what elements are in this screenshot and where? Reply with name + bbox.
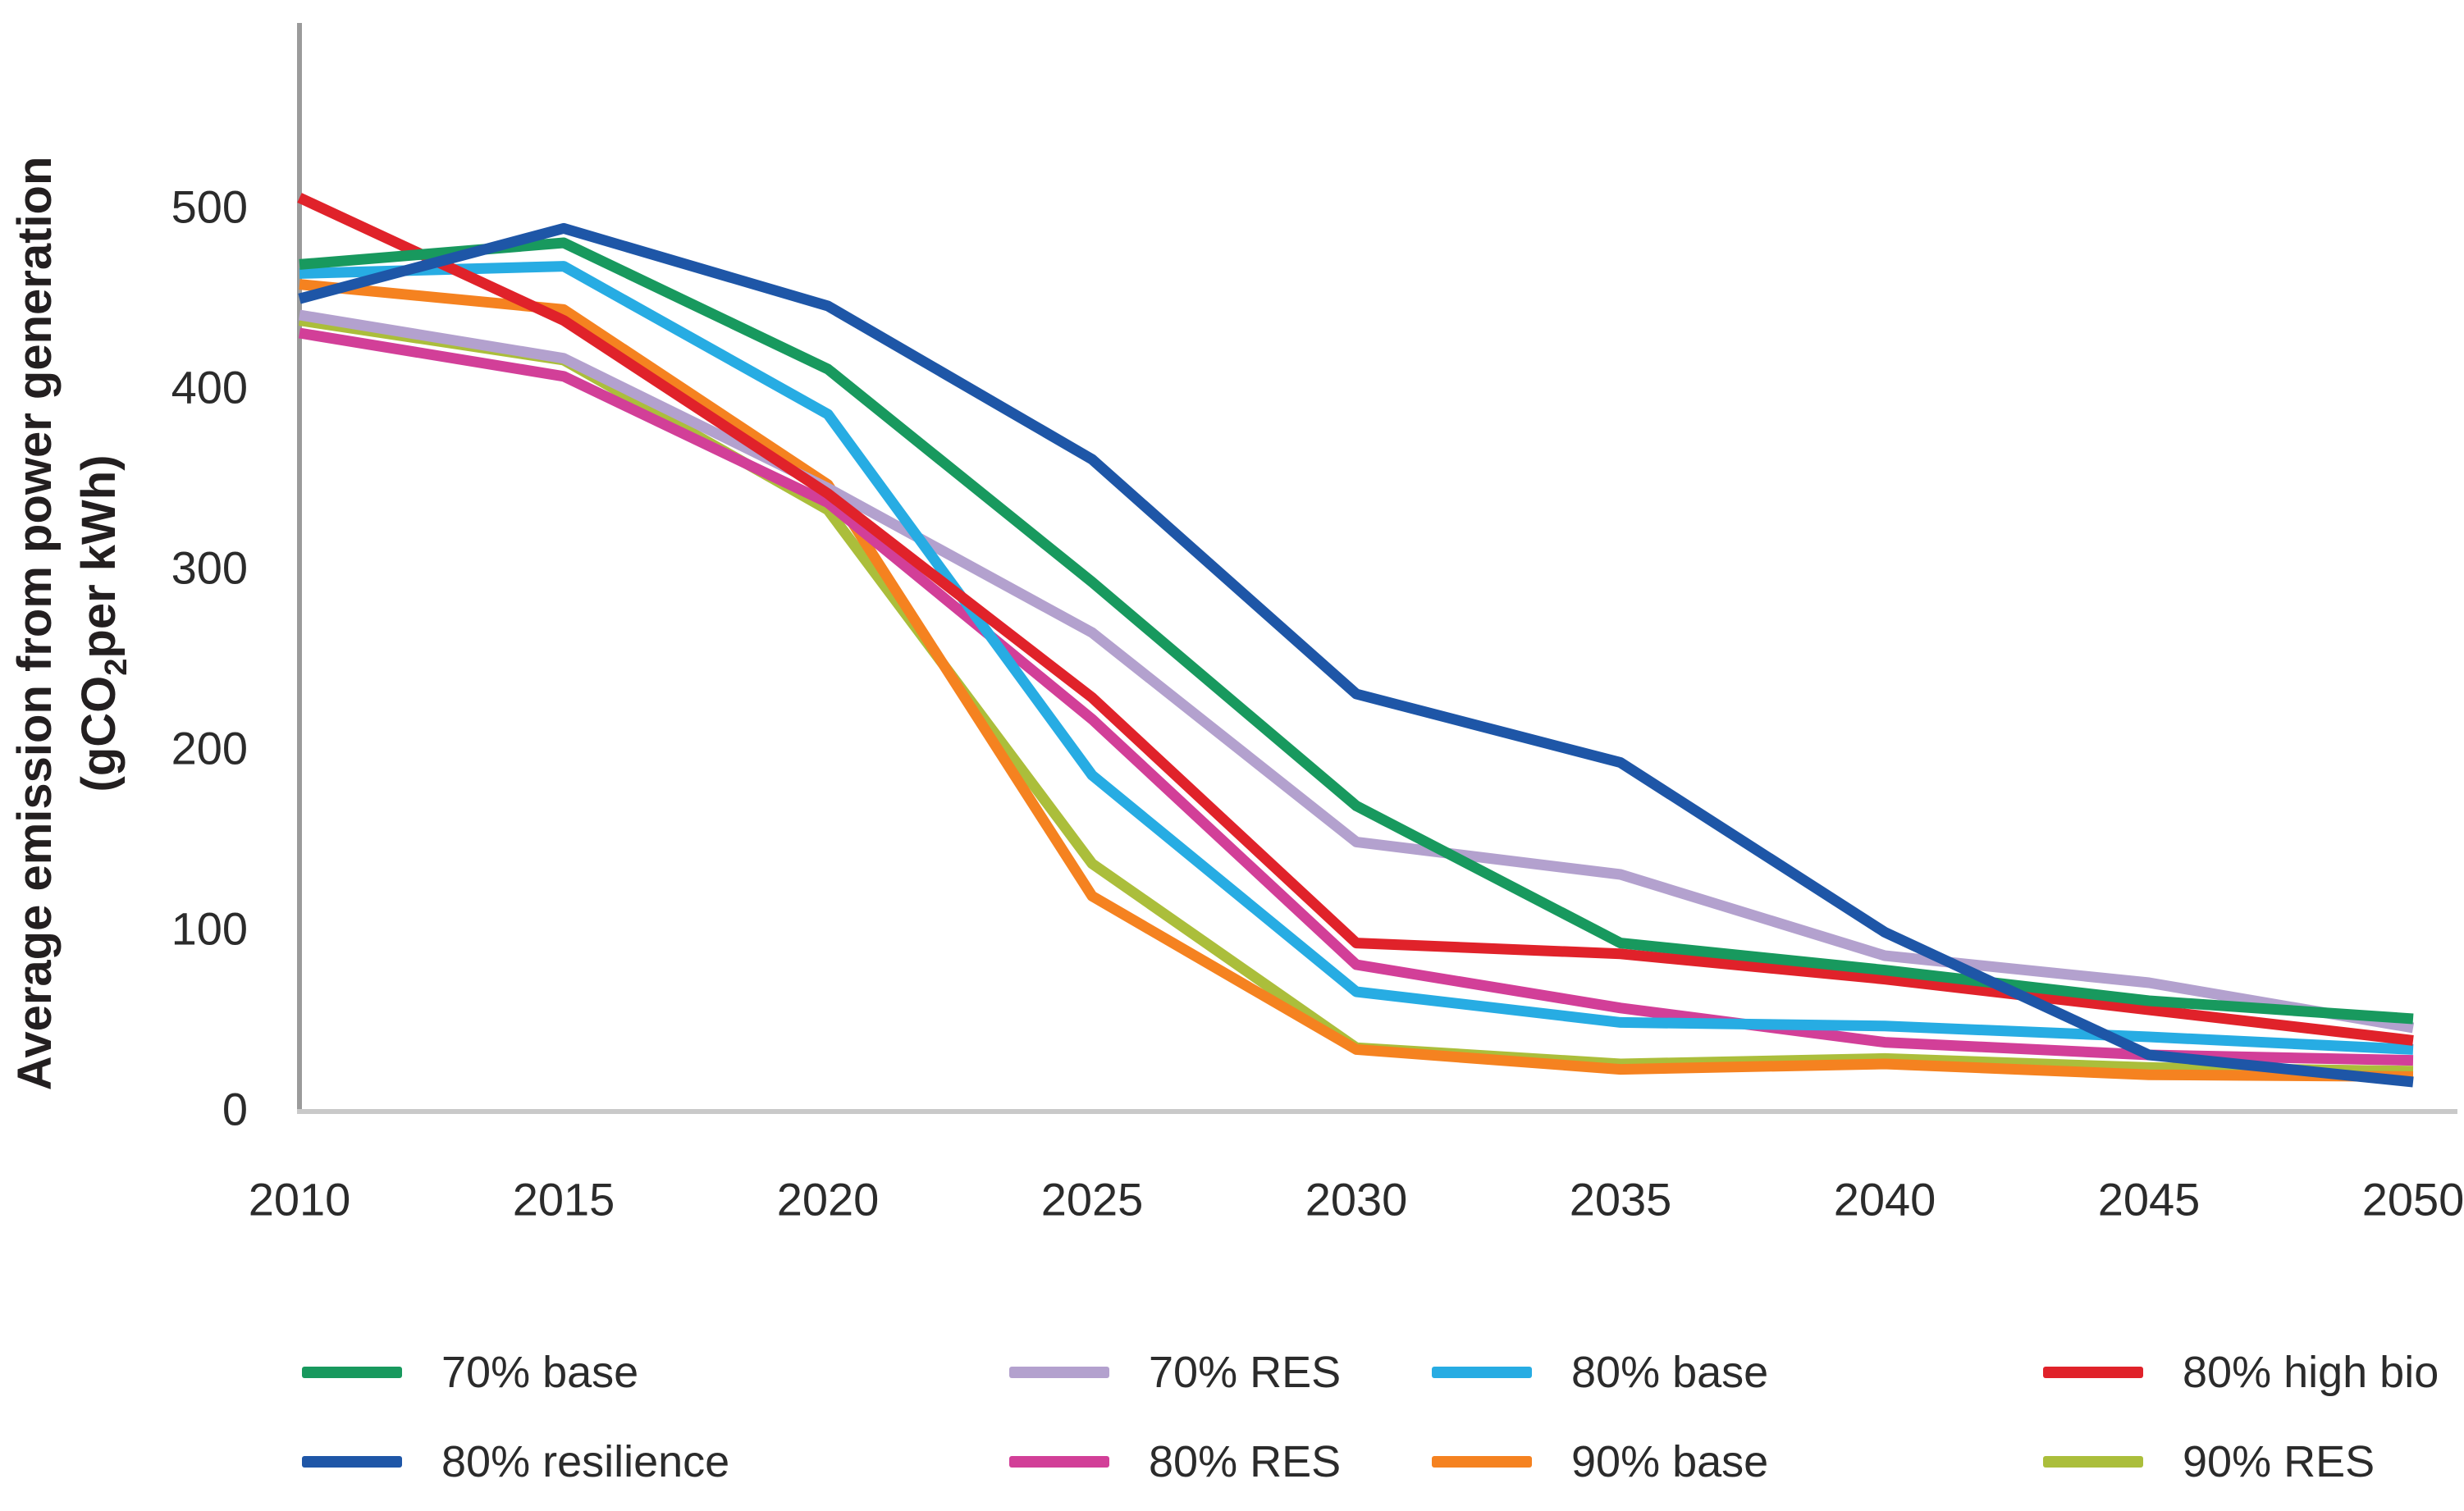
x-tick-label: 2030	[1305, 1174, 1408, 1226]
legend-label: 80% base	[1571, 1348, 1769, 1397]
x-tick-label: 2020	[777, 1174, 880, 1226]
y-tick-label: 500	[171, 181, 248, 233]
y-tick-label: 200	[171, 723, 248, 774]
x-tick-label: 2025	[1041, 1174, 1144, 1226]
legend-swatch	[1009, 1456, 1109, 1468]
y-tick-label: 100	[171, 903, 248, 955]
data-series-lines	[297, 193, 2415, 1088]
legend-swatch	[1432, 1367, 1532, 1378]
legend-label: 80% RES	[1149, 1437, 1342, 1486]
legend-label: 70% base	[441, 1348, 639, 1397]
y-axis-tick-labels: 0 100 200 300 400 500	[171, 181, 248, 1135]
legend-item-80-res: 80% RES	[1009, 1437, 1341, 1486]
legend-item-90-res: 90% RES	[2043, 1437, 2375, 1486]
series-line-70-base	[299, 237, 2414, 1025]
x-tick-label: 2015	[513, 1174, 615, 1226]
legend-label: 80% resilience	[441, 1437, 730, 1486]
legend-item-70-base: 70% base	[302, 1348, 638, 1397]
legend-swatch	[1009, 1367, 1109, 1378]
legend-item-80-resilience: 80% resilience	[302, 1437, 729, 1486]
series-line-80-res	[298, 327, 2414, 1066]
series-line-80-resilience	[298, 222, 2414, 1088]
y-tick-label: 400	[171, 362, 248, 413]
legend-item-80-base: 80% base	[1432, 1348, 1768, 1397]
x-axis-tick-labels: 2010 2015 2020 2025 2030 2035 2040 2045 2050	[249, 1174, 2464, 1226]
y-axis-title-line1: Average emission from power generation	[8, 157, 62, 1091]
legend-swatch	[1432, 1456, 1532, 1468]
legend-swatch	[302, 1456, 402, 1468]
legend-swatch	[302, 1367, 402, 1378]
x-tick-label: 2035	[1570, 1174, 1672, 1226]
x-tick-label: 2045	[2098, 1174, 2201, 1226]
legend-swatch	[2043, 1456, 2143, 1468]
series-line-80-base	[299, 261, 2414, 1055]
x-tick-label: 2050	[2362, 1174, 2464, 1226]
legend-label: 70% RES	[1149, 1348, 1342, 1397]
legend-item-70-res: 70% RES	[1009, 1348, 1341, 1397]
legend-label: 90% RES	[2183, 1437, 2375, 1486]
legend-item-80-high-bio: 80% high bio	[2043, 1348, 2439, 1397]
x-tick-label: 2010	[249, 1174, 351, 1226]
y-axis-title-line2: (gCO2per kWh)	[72, 454, 134, 792]
legend-swatch	[2043, 1367, 2143, 1378]
y-tick-label: 0	[222, 1084, 248, 1135]
subscript-2: 2	[99, 659, 134, 676]
y-tick-label: 300	[171, 542, 248, 594]
legend-label: 80% high bio	[2183, 1348, 2439, 1397]
series-line-80-high-bio	[297, 193, 2414, 1046]
x-tick-label: 2040	[1834, 1174, 1936, 1226]
series-line-70-res	[298, 309, 2415, 1034]
legend-label: 90% base	[1571, 1437, 1769, 1486]
legend-item-90-base: 90% base	[1432, 1437, 1768, 1486]
series-line-90-base	[299, 279, 2414, 1082]
